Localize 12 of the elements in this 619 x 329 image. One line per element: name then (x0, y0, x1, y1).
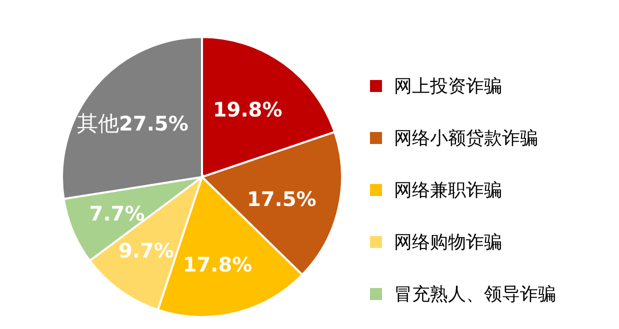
slice-label: 其他 (76, 112, 119, 136)
data-label: 19.8% (212, 97, 282, 122)
data-label: 17.8% (182, 252, 252, 276)
legend-label: 网络小额贷款诈骗 (394, 127, 538, 150)
legend-label: 网络购物诈骗 (394, 231, 502, 254)
legend-label: 冒充熟人、领导诈骗 (394, 283, 556, 306)
data-label: 17.5% (246, 187, 316, 212)
data-label: 9.7% (118, 238, 174, 262)
legend-label: 网上投资诈骗 (394, 75, 502, 98)
legend-label: 网络兼职诈骗 (394, 179, 502, 202)
data-label: 27.5% (118, 112, 188, 136)
data-label: 7.7% (89, 202, 145, 226)
